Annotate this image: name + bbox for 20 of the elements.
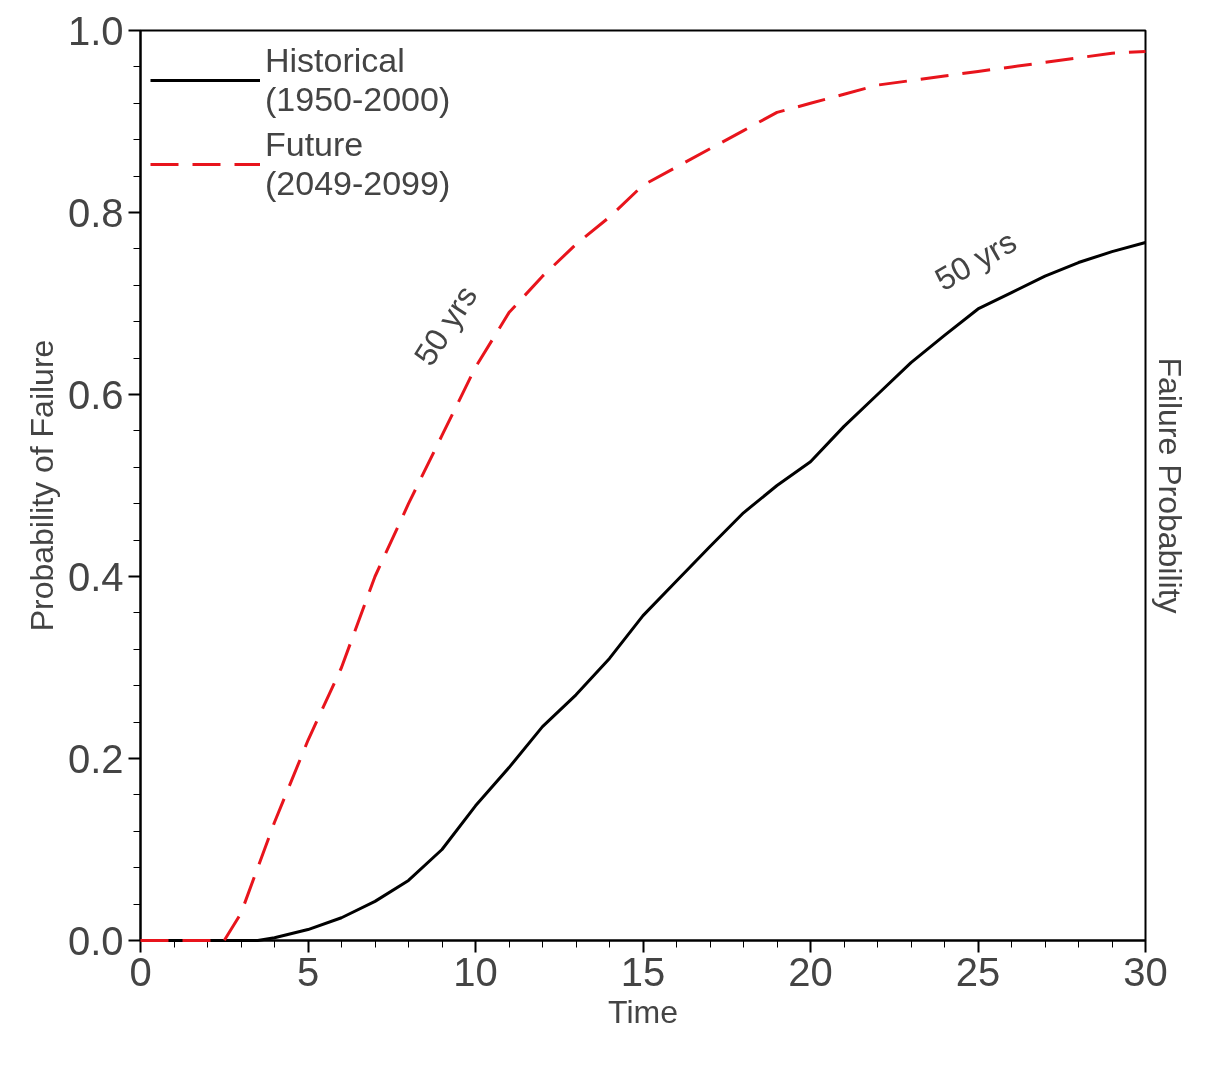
annotation: 50 yrs <box>406 279 485 372</box>
x-tick-label: 30 <box>1123 949 1168 994</box>
x-tick-label: 20 <box>788 949 833 994</box>
x-tick-label: 25 <box>955 949 1001 994</box>
legend-label: Historical (1950-2000) <box>265 40 451 120</box>
x-tick-label: 5 <box>296 949 320 994</box>
x-tick-label: 10 <box>453 949 498 994</box>
legend-label: Future (2049-2099) <box>265 124 451 204</box>
y-tick-label: 0.8 <box>67 190 124 235</box>
y-tick-label: 0.6 <box>67 372 124 417</box>
x-tick-label: 15 <box>620 949 666 994</box>
y2-axis-title: Failure Probability <box>1151 357 1188 614</box>
y-tick-label: 0.0 <box>67 918 124 963</box>
annotation: 50 yrs <box>928 223 1023 298</box>
y-axis-title: Probability of Failure <box>23 339 60 632</box>
x-axis-title: Time <box>608 993 678 1030</box>
x-tick-label: 0 <box>129 949 152 994</box>
y-tick-label: 0.4 <box>67 554 124 599</box>
y-tick-label: 0.2 <box>67 736 124 781</box>
y-tick-label: 1.0 <box>67 8 124 53</box>
